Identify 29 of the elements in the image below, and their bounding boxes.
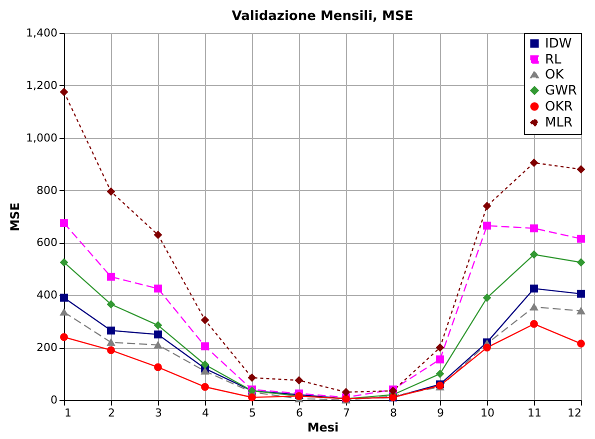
legend-label: MLR	[545, 116, 572, 130]
legend-label: GWR	[545, 84, 577, 98]
legend-label: IDW	[545, 36, 572, 52]
y-tick-label: 600	[36, 236, 58, 250]
legend-label: OK	[545, 68, 564, 82]
x-tick-label: 10	[480, 406, 494, 420]
y-tick-label: 1,200	[26, 78, 58, 92]
x-tick-label: 8	[390, 406, 397, 420]
y-tick-label: 1,400	[26, 26, 58, 40]
x-tick-label: 2	[108, 406, 115, 420]
x-axis-title: Mesi	[307, 420, 339, 434]
x-tick-label: 3	[155, 406, 162, 420]
y-tick-label: 0	[50, 394, 58, 406]
y-tick-label: 1,000	[26, 131, 58, 144]
x-tick-label: 9	[437, 406, 444, 420]
y-tick-label: 800	[36, 184, 58, 197]
x-tick-label: 12	[568, 406, 582, 420]
legend-label: RL	[545, 52, 562, 68]
x-tick-label: 7	[343, 406, 350, 420]
x-tick-label: 5	[249, 406, 256, 420]
x-tick-label: 4	[202, 406, 209, 420]
chart-title: Validazione Mensili, MSE	[232, 9, 414, 24]
legend-label: OKR	[545, 100, 573, 114]
y-tick-label: 400	[36, 288, 58, 302]
x-tick-label: 6	[296, 406, 303, 420]
y-axis-title: MSE	[8, 202, 22, 232]
y-tick-label: 200	[36, 341, 58, 354]
x-tick-label: 11	[528, 406, 542, 420]
x-tick-label: 1	[64, 406, 72, 420]
